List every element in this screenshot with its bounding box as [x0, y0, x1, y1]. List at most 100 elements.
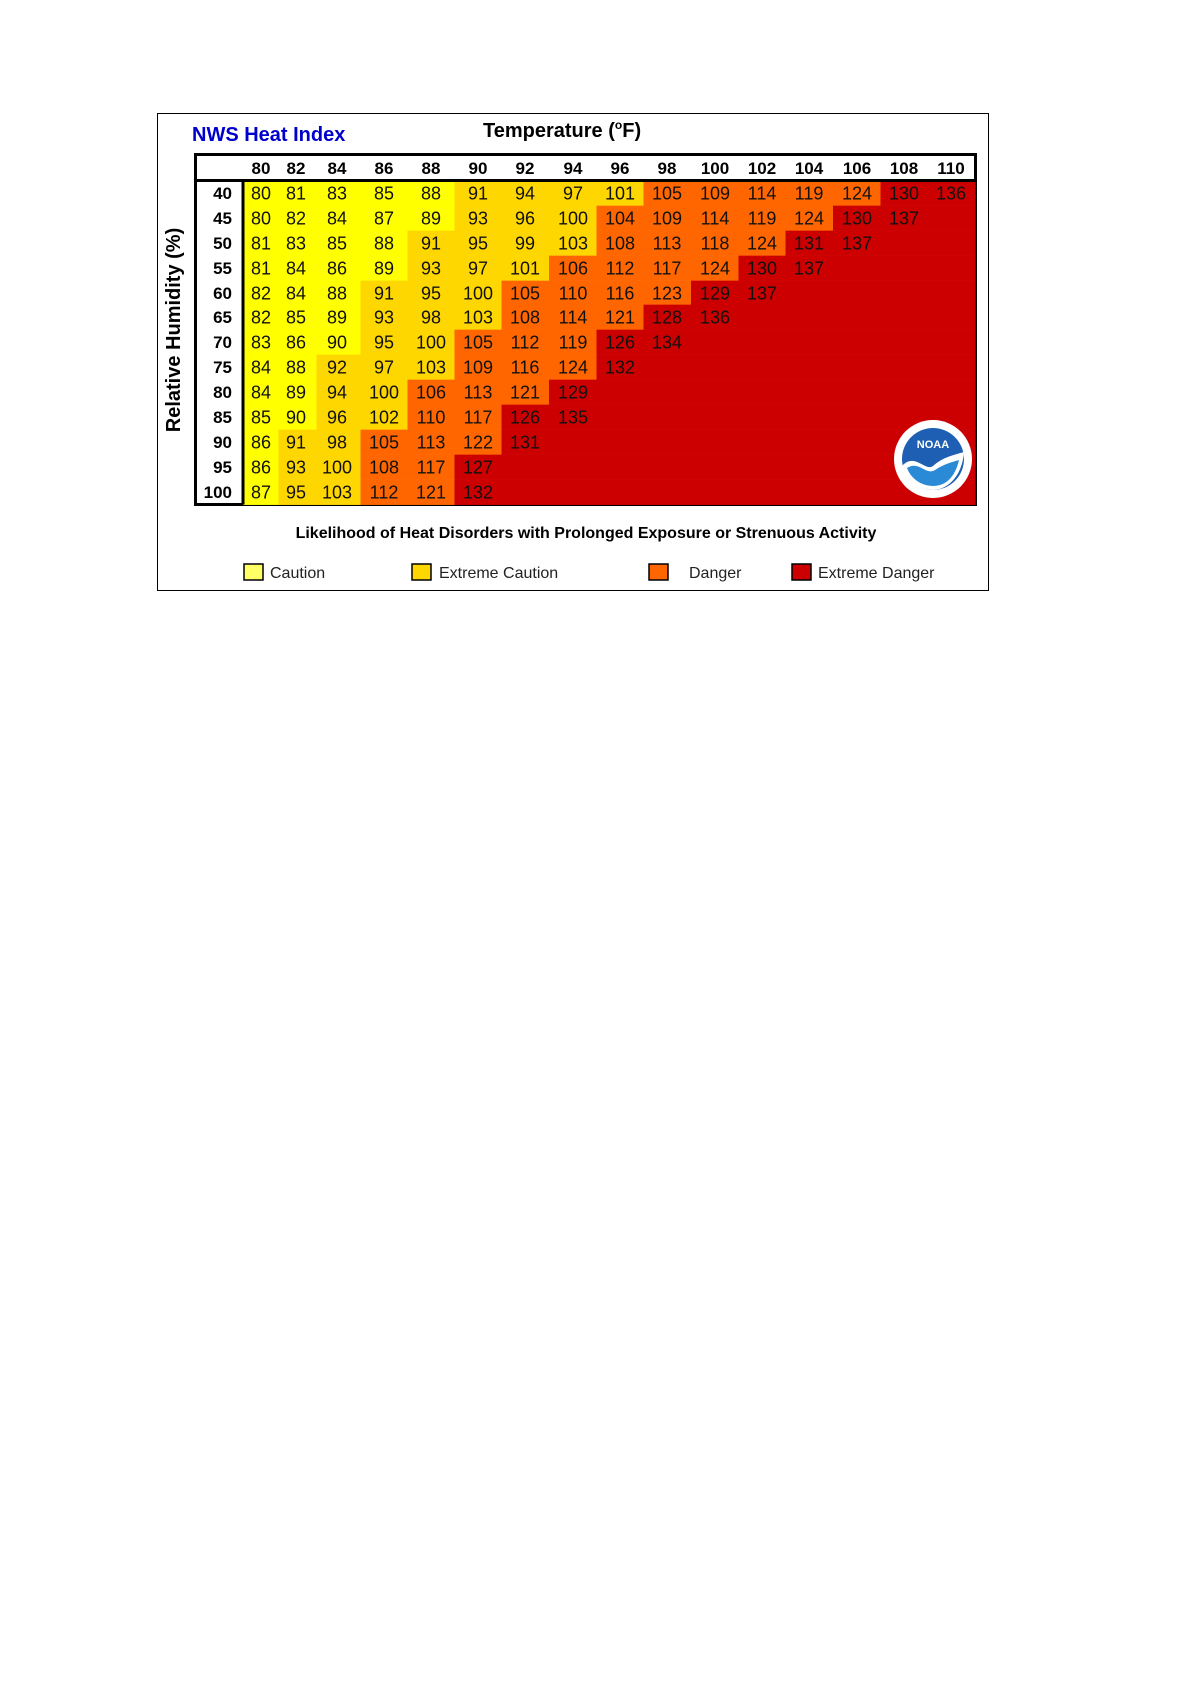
heat-cell — [643, 479, 692, 505]
heat-cell — [833, 454, 882, 480]
heat-value-label: 82 — [251, 308, 271, 328]
heat-cell — [278, 255, 318, 281]
heat-cell — [316, 454, 362, 480]
heat-cell — [243, 205, 280, 231]
heat-value-label: 103 — [463, 308, 493, 328]
heat-cell — [501, 454, 550, 480]
heat-value-label: 87 — [251, 483, 271, 503]
heat-value-label: 81 — [251, 259, 271, 279]
heat-cell — [691, 280, 740, 306]
heat-value-label: 131 — [510, 433, 540, 453]
heat-cell — [549, 429, 598, 455]
temperature-tick-label: 110 — [937, 159, 964, 178]
heat-cell — [833, 205, 882, 231]
heat-cell — [691, 255, 740, 281]
heat-value-label: 82 — [286, 209, 306, 229]
heat-cell — [278, 280, 318, 306]
heat-cell — [596, 205, 645, 231]
heat-value-label: 137 — [747, 284, 777, 304]
heat-cell — [454, 329, 503, 355]
heat-cell — [316, 255, 362, 281]
heat-cell — [278, 379, 318, 405]
heat-cell — [316, 304, 362, 330]
heat-cell — [243, 429, 280, 455]
heat-value-label: 90 — [286, 408, 306, 428]
heat-cell — [549, 454, 598, 480]
heat-cell — [880, 354, 929, 380]
heat-value-label: 116 — [511, 358, 540, 378]
heat-cell — [880, 255, 929, 281]
heat-cell — [454, 454, 503, 480]
heat-value-label: 126 — [605, 333, 635, 353]
heat-value-label: 97 — [374, 358, 394, 378]
heat-value-label: 95 — [374, 333, 394, 353]
heat-cell — [785, 354, 834, 380]
heat-cell — [278, 205, 318, 231]
heat-value-label: 105 — [652, 184, 682, 204]
heat-cell — [243, 329, 280, 355]
heat-value-label: 116 — [606, 284, 635, 304]
heat-cell — [691, 205, 740, 231]
heat-cell — [927, 329, 976, 355]
heat-cell — [407, 379, 456, 405]
heat-cell — [316, 280, 362, 306]
temperature-tick-label: 82 — [287, 159, 306, 178]
humidity-tick-label: 65 — [213, 308, 232, 327]
heat-cell — [454, 230, 503, 256]
heat-value-label: 92 — [327, 358, 347, 378]
heat-value-label: 83 — [327, 184, 347, 204]
heat-cell — [643, 255, 692, 281]
heat-cell — [278, 304, 318, 330]
heat-value-label: 84 — [251, 383, 271, 403]
heat-cell — [407, 205, 456, 231]
heat-cell — [360, 429, 409, 455]
heat-cell — [549, 379, 598, 405]
legend-swatch — [791, 563, 812, 581]
heat-value-label: 122 — [463, 433, 493, 453]
heat-cell — [407, 354, 456, 380]
heat-cell — [454, 404, 503, 430]
humidity-tick-label: 95 — [213, 458, 232, 477]
heat-value-label: 94 — [515, 184, 535, 204]
heat-cell — [785, 280, 834, 306]
heat-value-label: 98 — [421, 308, 441, 328]
heat-cell — [243, 255, 280, 281]
temperature-tick-label: 106 — [843, 159, 871, 178]
heat-cell — [880, 280, 929, 306]
heat-cell — [407, 429, 456, 455]
heat-value-label: 108 — [369, 458, 399, 478]
heat-cell — [833, 429, 882, 455]
heat-cell — [880, 205, 929, 231]
heat-value-label: 84 — [286, 284, 306, 304]
heat-value-label: 82 — [251, 284, 271, 304]
heat-cell — [880, 304, 929, 330]
heat-cell — [596, 329, 645, 355]
heat-value-label: 99 — [515, 234, 535, 254]
heat-cell — [738, 354, 787, 380]
heat-cell — [880, 379, 929, 405]
heat-value-label: 109 — [463, 358, 493, 378]
heat-value-label: 119 — [748, 209, 777, 229]
heat-cell — [501, 479, 550, 505]
humidity-tick-label: 80 — [213, 383, 232, 402]
heat-cell — [643, 379, 692, 405]
heat-value-label: 86 — [286, 333, 306, 353]
heat-cell — [833, 329, 882, 355]
heat-cell — [360, 454, 409, 480]
heat-cell — [880, 230, 929, 256]
heat-value-label: 113 — [417, 433, 446, 453]
heat-cell — [833, 479, 882, 505]
heat-cell — [596, 479, 645, 505]
heat-cell — [243, 230, 280, 256]
heat-value-label: 85 — [327, 234, 347, 254]
heat-cell — [501, 404, 550, 430]
noaa-logo-text: NOAA — [917, 439, 949, 451]
heat-cell — [360, 304, 409, 330]
heat-cell — [596, 429, 645, 455]
heat-value-label: 102 — [369, 408, 399, 428]
heat-cell — [927, 304, 976, 330]
heat-value-label: 88 — [374, 234, 394, 254]
heat-cell — [596, 230, 645, 256]
humidity-tick-label: 45 — [213, 209, 232, 228]
heat-cell — [927, 354, 976, 380]
